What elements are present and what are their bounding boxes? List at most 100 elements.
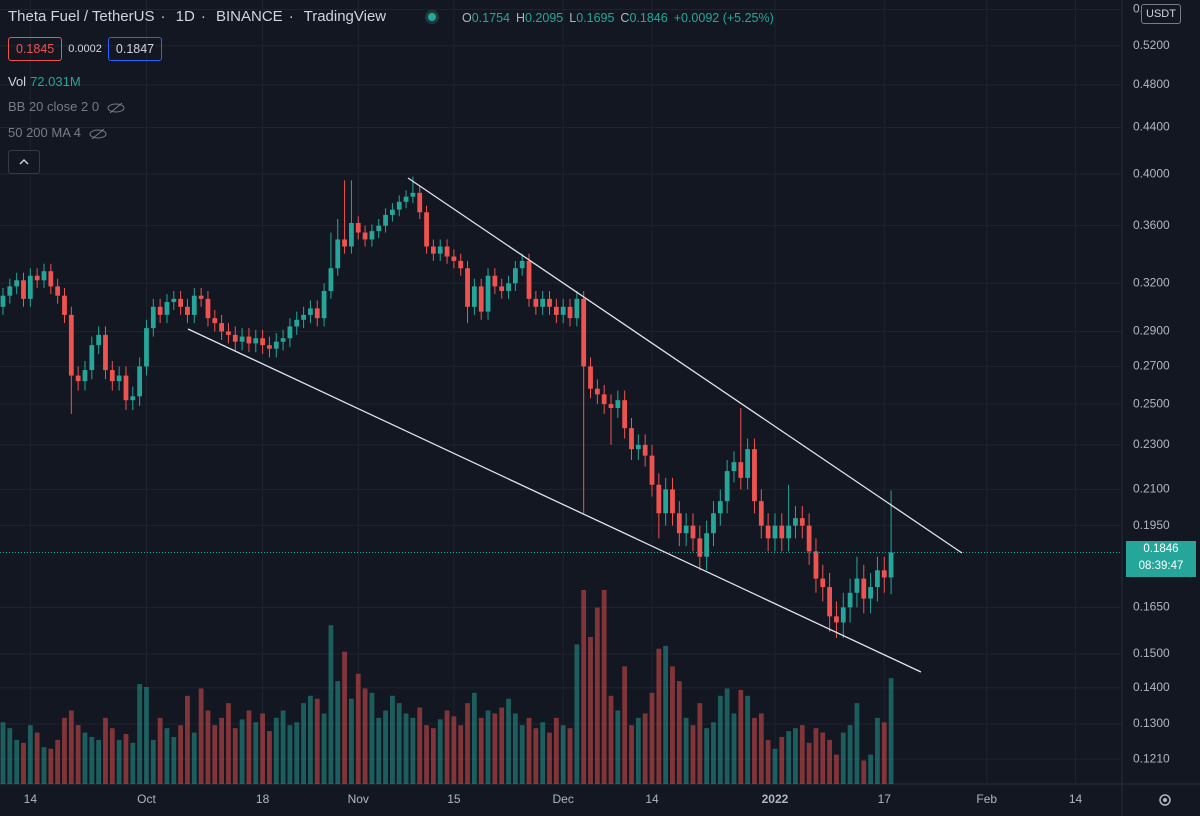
volume-bar xyxy=(724,688,730,784)
volume-bar xyxy=(499,707,505,784)
candle-body xyxy=(635,444,641,450)
volume-bar xyxy=(96,739,102,784)
volume-bar xyxy=(847,725,853,784)
candle-body xyxy=(342,239,347,247)
y-tick-label: 0.4000 xyxy=(1133,166,1170,180)
symbol[interactable]: Theta Fuel / TetherUS xyxy=(8,8,155,25)
volume-bar xyxy=(7,728,13,784)
candle-body xyxy=(212,318,218,324)
candle-body xyxy=(430,246,436,254)
candle-body xyxy=(267,345,272,349)
volume-bar xyxy=(471,692,477,784)
settings-icon[interactable] xyxy=(1159,794,1171,806)
volume-bar xyxy=(875,717,880,784)
candle-body xyxy=(540,298,546,307)
volume-bar xyxy=(430,728,436,784)
volume-bar xyxy=(670,666,675,784)
indicator-ma[interactable]: 50 200 MA 4 xyxy=(8,125,107,140)
currency-button[interactable]: USDT xyxy=(1141,4,1181,24)
upper-trend-line[interactable] xyxy=(407,177,963,554)
ohlc-value: 0.2095 xyxy=(525,11,564,25)
candle-body xyxy=(547,298,552,307)
candle-body xyxy=(437,246,443,254)
hidden-icon[interactable] xyxy=(89,128,107,139)
candle-body xyxy=(390,209,395,215)
candle-body xyxy=(697,538,703,557)
volume-bar xyxy=(75,725,81,784)
volume-bar xyxy=(355,673,361,784)
candle-body xyxy=(711,513,716,534)
volume-value: 72.031M xyxy=(30,74,81,89)
candle-body xyxy=(403,196,409,202)
candle-body xyxy=(690,525,696,539)
candle-body xyxy=(553,306,559,315)
volume-bar xyxy=(608,695,614,784)
candle-body xyxy=(765,525,771,539)
volume-bar xyxy=(512,713,518,784)
volume-bar xyxy=(116,739,122,784)
candle-body xyxy=(116,375,122,382)
candle-body xyxy=(724,471,730,502)
volume-bar xyxy=(560,725,566,784)
volume-bar xyxy=(519,725,525,784)
candle-body xyxy=(854,578,860,593)
sell-button[interactable]: 0.1845 xyxy=(8,37,63,61)
volume-bar xyxy=(868,754,873,784)
volume-bar xyxy=(137,684,143,784)
volume-bar xyxy=(676,681,682,784)
spread: 0.0002 xyxy=(68,43,102,55)
candle-body xyxy=(89,345,95,371)
y-tick-label: 0.1500 xyxy=(1133,646,1170,660)
candle-body xyxy=(608,404,614,409)
interval[interactable]: 1D xyxy=(175,8,195,25)
candle-body xyxy=(0,295,6,307)
candle-body xyxy=(185,306,190,315)
candle-body xyxy=(301,314,306,320)
y-tick-label: 0.1210 xyxy=(1133,751,1170,765)
volume-legend: Vol 72.031M xyxy=(8,74,81,89)
volume-bar xyxy=(14,739,20,784)
volume-bar xyxy=(410,717,416,784)
volume-bar xyxy=(27,725,33,784)
candle-body xyxy=(123,375,129,401)
hidden-icon[interactable] xyxy=(107,102,125,113)
buy-button[interactable]: 0.1847 xyxy=(107,37,163,61)
candle-body xyxy=(786,525,792,539)
volume-bar xyxy=(232,728,238,784)
candle-body xyxy=(328,268,334,292)
volume-bar xyxy=(260,713,265,784)
volume-bar xyxy=(109,728,115,784)
x-tick-label: Oct xyxy=(137,792,156,806)
candle-body xyxy=(622,400,628,429)
volume-bar xyxy=(376,717,382,784)
volume-bar xyxy=(588,637,593,784)
source: TradingView xyxy=(303,8,387,25)
volume-bar xyxy=(314,698,320,784)
volume-bar xyxy=(820,732,826,784)
indicator-bb[interactable]: BB 20 close 2 0 xyxy=(8,99,125,114)
volume-bar xyxy=(103,717,108,784)
volume-bar xyxy=(403,713,409,784)
trend-lines xyxy=(187,177,963,673)
candle-body xyxy=(62,295,67,315)
volume-bar xyxy=(41,747,47,784)
trade-buttons: 0.1845 0.0002 0.1847 xyxy=(8,37,163,61)
y-tick-label: 0.2700 xyxy=(1133,359,1170,373)
lower-trend-line[interactable] xyxy=(187,328,922,673)
candle-body xyxy=(349,222,354,247)
collapse-button[interactable] xyxy=(8,150,40,174)
volume-bar xyxy=(547,732,552,784)
volume-bar xyxy=(349,698,354,784)
volume-bar xyxy=(191,732,197,784)
y-tick-label: 0.1950 xyxy=(1133,518,1170,532)
ohlc-key: O xyxy=(462,11,472,25)
volume-bar xyxy=(779,736,785,784)
candle-body xyxy=(478,286,484,312)
chevron xyxy=(19,159,29,165)
candle-body xyxy=(410,192,416,197)
volume-bar xyxy=(765,739,771,784)
volume-bar xyxy=(34,732,40,784)
volume-bar xyxy=(82,732,88,784)
candle-body xyxy=(642,444,648,456)
volume-bar xyxy=(574,644,580,784)
